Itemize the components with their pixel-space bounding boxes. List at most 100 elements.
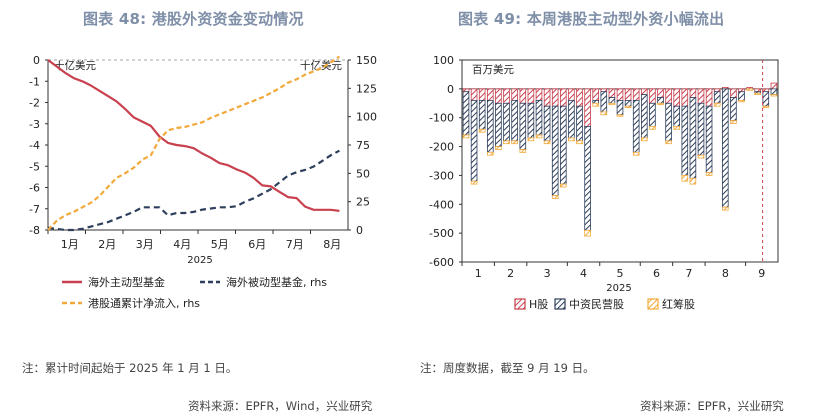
right-y-tick-label: -400 [429, 198, 454, 211]
left-x-tick-label: 6月 [248, 238, 266, 251]
left-y2-tick-label: 50 [356, 167, 370, 180]
right-bar-segment [511, 100, 518, 142]
right-bar-segment [600, 91, 608, 113]
right-bar-segment [576, 140, 583, 145]
left-y-tick-label: -1 [29, 75, 40, 88]
left-y-tick-label: -5 [29, 160, 40, 173]
left-y-tick-label: -7 [29, 203, 40, 216]
right-bar-segment [486, 100, 494, 153]
right-legend-swatch-3 [647, 298, 659, 310]
right-bar-segment [665, 140, 672, 145]
right-bar-segment [770, 94, 778, 97]
right-bar-segment [665, 102, 672, 142]
right-x-tick-label: 5 [617, 267, 624, 280]
right-bar-segment [584, 126, 591, 231]
right-bar-segment [616, 114, 624, 117]
right-bar-segment [665, 88, 672, 104]
right-bar-segment [592, 100, 599, 104]
right-y-tick-label: -300 [429, 169, 454, 182]
right-y-tick-label: -100 [429, 112, 454, 125]
right-bar-segment [722, 206, 729, 211]
left-y-tick-label: -4 [29, 139, 40, 152]
right-bar-segment [641, 137, 648, 142]
right-bar-segment [738, 100, 745, 103]
right-bar-segment [535, 100, 543, 136]
right-x-year: 2025 [606, 283, 631, 294]
right-legend-swatch-1 [514, 298, 526, 310]
right-bar-segment [681, 88, 689, 107]
left-x-tick-label: 8月 [323, 238, 341, 251]
right-bar-segment [527, 137, 535, 142]
left-y2-tick-label: 75 [356, 139, 370, 152]
right-bar-segment [527, 102, 535, 139]
left-y2-tick-label: 25 [356, 196, 370, 209]
right-bar-segment [730, 97, 737, 122]
right-x-tick-label: 7 [685, 267, 692, 280]
right-bar-segment [527, 88, 535, 104]
right-y-tick-label: -600 [429, 256, 454, 269]
right-legend-swatch-2 [554, 298, 566, 310]
left-y-unit-label: 十亿美元 [54, 59, 96, 72]
right-bar-segment [608, 97, 616, 104]
right-bar-segment [730, 120, 737, 124]
right-bar-segment [632, 88, 640, 101]
right-bar-segment [713, 91, 721, 104]
right-bar-segment [624, 105, 632, 108]
left-y-tick-label: -2 [29, 97, 40, 110]
right-bar-segment [551, 105, 559, 197]
left-note: 注：累计时间起始于 2025 年 1 月 1 日。 [22, 361, 238, 375]
right-bar-segment [519, 102, 527, 150]
left-legend-label-2: 海外被动型基金, rhs [226, 275, 327, 289]
left-y-tick-label: 0 [33, 54, 40, 67]
right-bar-segment [754, 92, 761, 95]
right-bar-segment [762, 91, 770, 107]
right-legend-label-3: 红筹股 [662, 297, 695, 311]
right-bar-segment [543, 105, 551, 142]
right-x-tick-label: 1 [475, 267, 482, 280]
right-bar-segment [616, 100, 624, 116]
right-bar-segment [470, 88, 478, 101]
left-series-line-1 [47, 59, 340, 212]
right-bar-segment [495, 88, 502, 104]
right-bar-segment [762, 105, 770, 108]
right-bar-segment [697, 102, 705, 156]
right-bar-segment [584, 229, 591, 237]
right-bar-segment [478, 128, 486, 133]
left-series-line-3 [47, 55, 341, 231]
right-bar-segment [697, 154, 705, 159]
left-y-tick-label: -6 [29, 182, 40, 195]
left-y2-tick-label: 100 [356, 111, 377, 124]
right-bar-segment [462, 134, 470, 139]
right-bar-segment [697, 88, 705, 104]
right-bar-segment [478, 100, 486, 130]
right-bar-segment [730, 88, 737, 99]
right-bar-segment [673, 126, 680, 130]
right-bar-segment [616, 88, 624, 101]
right-bar-segment [511, 88, 518, 101]
right-bar-segment [519, 88, 527, 104]
right-bar-segment [551, 195, 559, 199]
left-y2-tick-label: 0 [356, 224, 363, 237]
right-legend-label-2: 中资民营股 [569, 297, 624, 311]
left-x-year: 2025 [187, 255, 212, 266]
right-bar-segment [746, 88, 753, 91]
right-x-tick-label: 6 [653, 267, 660, 280]
right-bar-segment [495, 102, 502, 148]
right-bar-segment [649, 88, 656, 104]
right-bar-segment [705, 105, 713, 173]
right-bar-segment [713, 102, 721, 107]
right-bar-segment [576, 88, 583, 107]
right-bar-segment [770, 82, 778, 90]
right-bar-segment [486, 151, 494, 156]
right-bar-segment [657, 97, 664, 104]
left-chart-title: 图表 48: 港股外资资金变动情况 [83, 10, 304, 28]
right-bar-segment [641, 94, 648, 139]
right-bar-segment [689, 177, 697, 185]
right-bar-segment [470, 180, 478, 185]
left-x-tick-label: 2月 [98, 238, 116, 251]
left-y2-tick-label: 150 [356, 54, 377, 67]
right-y-tick-label: 0 [447, 83, 454, 96]
right-bar-segment [600, 111, 608, 116]
right-bar-segment [470, 100, 478, 182]
left-x-tick-label: 5月 [211, 238, 229, 251]
